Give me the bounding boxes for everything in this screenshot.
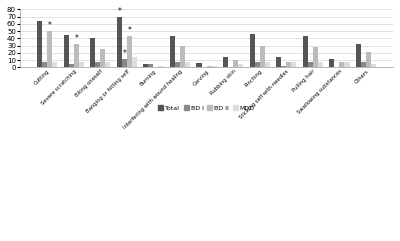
Bar <box>158 66 164 67</box>
Bar <box>122 59 127 67</box>
Bar <box>148 65 154 67</box>
Bar <box>238 65 243 67</box>
Bar <box>37 21 42 67</box>
Bar <box>313 47 318 67</box>
Bar <box>371 65 376 67</box>
Bar <box>185 62 190 67</box>
Bar <box>143 65 148 67</box>
Bar <box>52 62 57 67</box>
Text: *: * <box>74 34 78 43</box>
Bar <box>255 62 260 67</box>
Bar <box>64 35 69 67</box>
Bar <box>356 44 361 67</box>
Bar <box>366 52 371 67</box>
Bar <box>79 62 84 67</box>
Bar <box>265 62 270 67</box>
Bar <box>344 62 350 67</box>
Bar <box>291 62 296 67</box>
Bar <box>329 59 334 67</box>
Text: *: * <box>128 26 131 35</box>
Bar <box>180 46 185 67</box>
Bar <box>42 62 47 67</box>
Bar <box>233 60 238 67</box>
Bar <box>260 46 265 67</box>
Text: *: * <box>117 7 121 16</box>
Bar <box>127 35 132 67</box>
Bar <box>340 62 344 67</box>
Bar <box>170 35 175 67</box>
Bar <box>117 17 122 67</box>
Bar <box>105 62 110 67</box>
Bar <box>95 62 100 67</box>
Bar <box>69 64 74 67</box>
Bar <box>276 57 281 67</box>
Bar <box>250 34 255 67</box>
Text: *: * <box>48 21 52 30</box>
Bar <box>74 44 79 67</box>
Bar <box>286 62 291 67</box>
Text: *: * <box>122 49 126 58</box>
Bar <box>175 62 180 67</box>
Bar <box>212 66 217 67</box>
Bar <box>303 36 308 67</box>
Bar <box>196 63 202 67</box>
Bar <box>281 66 286 67</box>
Bar <box>361 62 366 67</box>
Bar <box>318 62 323 67</box>
Bar <box>223 57 228 67</box>
Bar <box>206 66 212 67</box>
Legend: Total, BD I, BD II, MDD: Total, BD I, BD II, MDD <box>156 103 257 114</box>
Bar <box>100 49 105 67</box>
Bar <box>132 57 137 67</box>
Bar <box>308 62 313 67</box>
Bar <box>90 38 95 67</box>
Bar <box>47 31 52 67</box>
